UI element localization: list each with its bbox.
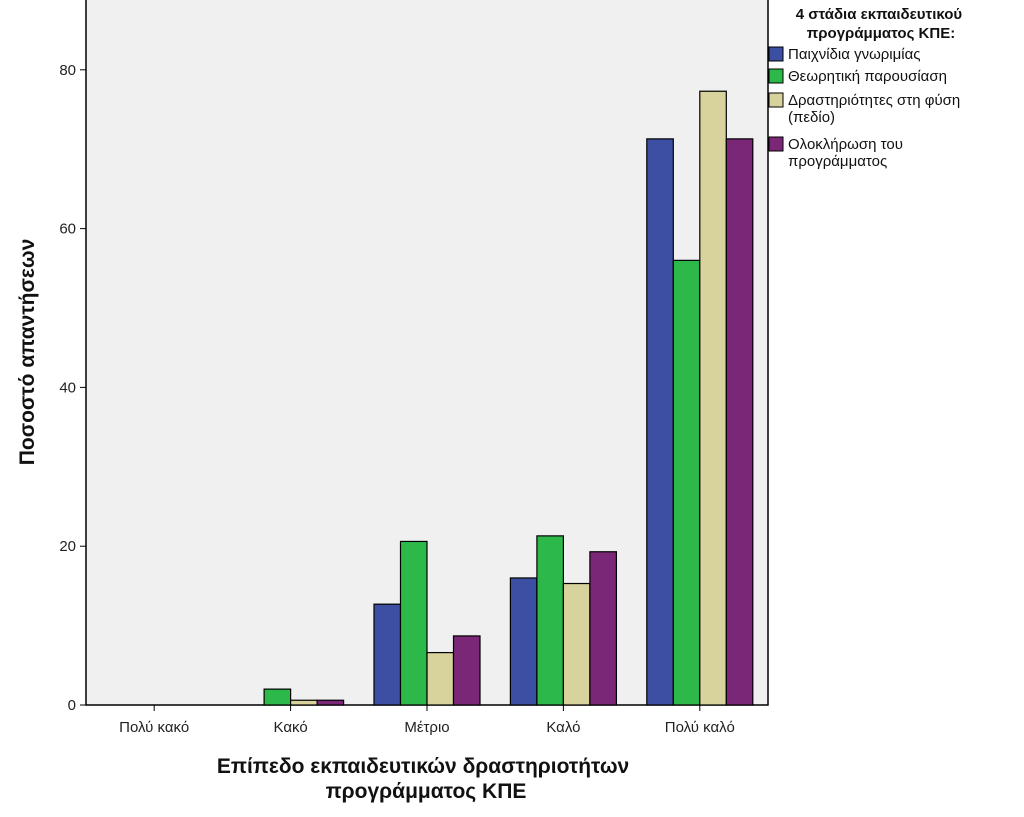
- legend-label: Ολοκλήρωση του προγράμματος: [788, 136, 903, 170]
- bar: [263, 688, 292, 706]
- x-axis-title: Επίπεδο εκπαιδευτικών δραστηριοτήτων προ…: [217, 755, 635, 803]
- legend-title-line-1: 4 στάδια εκπαιδευτικού: [796, 6, 963, 23]
- legend-swatch: [768, 46, 784, 62]
- x-tick-label: Πολύ κακό: [119, 719, 189, 736]
- bar: [316, 699, 345, 706]
- x-axis: Πολύ κακό Κακό Μέτριο Καλό Πολύ καλό: [119, 705, 735, 736]
- legend-swatch: [768, 68, 784, 84]
- bar: [672, 259, 701, 706]
- legend-label-line: Ολοκλήρωση του: [788, 136, 903, 153]
- legend-swatch: [768, 92, 784, 108]
- bar: [426, 651, 455, 706]
- legend-swatch: [768, 136, 784, 152]
- bar: [399, 540, 428, 706]
- bar: [373, 603, 402, 706]
- y-axis-title: Ποσοστό απαντήσεων: [16, 239, 39, 466]
- legend-entries: Παιχνίδια γνωριμίας Θεωρητική παρουσίαση Δ…: [768, 46, 960, 170]
- legend-label-line: Δραστηριότητες στη φύση: [788, 92, 960, 109]
- y-tick-label: 80: [59, 62, 76, 79]
- bar: [725, 138, 754, 706]
- x-tick-label: Κακό: [274, 719, 308, 736]
- y-axis: 0 20 40 60 80: [59, 62, 86, 714]
- legend-label-line: Παιχνίδια γνωριμίας: [788, 46, 921, 63]
- y-tick-label: 0: [68, 697, 76, 714]
- x-tick-label: Πολύ καλό: [665, 719, 735, 736]
- x-tick-label: Καλό: [546, 719, 580, 736]
- x-tick-label: Μέτριο: [404, 719, 449, 736]
- legend: 4 στάδια εκπαιδευτικού προγράμματος ΚΠΕ:…: [768, 6, 967, 170]
- bars-layer: [263, 90, 754, 706]
- legend-label-line: προγράμματος: [788, 153, 887, 170]
- bar: [509, 577, 538, 706]
- legend-label: Παιχνίδια γνωριμίας: [788, 46, 921, 63]
- legend-label: Θεωρητική παρουσίαση: [788, 68, 947, 85]
- x-axis-title-line-2: προγράμματος ΚΠΕ: [326, 780, 527, 803]
- bar: [452, 635, 481, 706]
- bar: [562, 582, 591, 706]
- y-tick-label: 60: [59, 221, 76, 238]
- legend-label-line: (πεδίο): [788, 109, 835, 126]
- bar: [646, 138, 674, 706]
- x-axis-title-line-1: Επίπεδο εκπαιδευτικών δραστηριοτήτων: [217, 755, 629, 778]
- y-tick-label: 40: [59, 379, 76, 396]
- bar: [589, 551, 618, 706]
- y-tick-label: 20: [59, 538, 76, 555]
- bar: [536, 535, 565, 706]
- legend-title: 4 στάδια εκπαιδευτικού προγράμματος ΚΠΕ:: [796, 6, 967, 42]
- bar: [290, 699, 318, 706]
- legend-label-line: Θεωρητική παρουσίαση: [788, 68, 947, 85]
- legend-label: Δραστηριότητες στη φύση (πεδίο): [788, 92, 960, 126]
- bar: [699, 90, 727, 706]
- legend-title-line-2: προγράμματος ΚΠΕ:: [807, 25, 955, 42]
